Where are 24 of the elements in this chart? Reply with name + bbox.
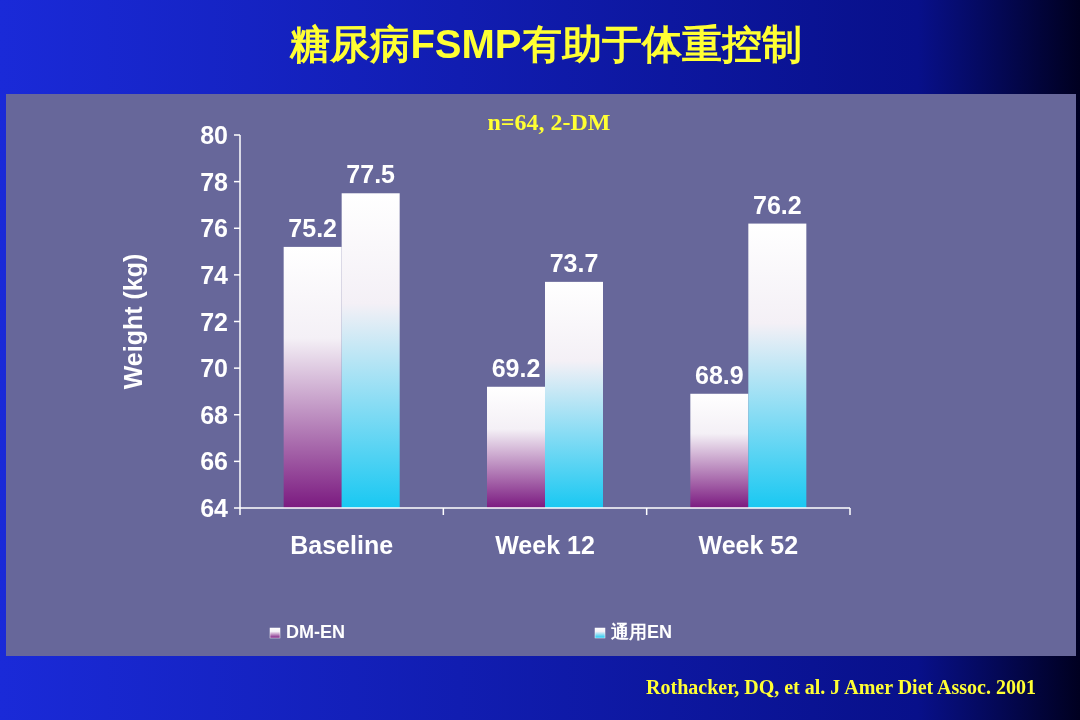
data-label: 75.2 bbox=[288, 213, 337, 242]
y-axis-title: Weight (kg) bbox=[119, 253, 147, 390]
y-tick-label: 72 bbox=[200, 307, 228, 336]
y-tick-label: 80 bbox=[200, 121, 228, 149]
legend-label: 通用EN bbox=[610, 622, 673, 642]
data-label: 68.9 bbox=[695, 360, 744, 389]
x-tick-label: Week 52 bbox=[698, 531, 799, 559]
data-label: 73.7 bbox=[549, 248, 599, 277]
data-label: 69.2 bbox=[491, 353, 541, 382]
y-tick-label: 74 bbox=[200, 260, 229, 289]
text: Rothacker, DQ, et al. J Amer Diet Assoc. 2001 bbox=[646, 676, 1036, 698]
data-label: 77.5 bbox=[346, 160, 396, 189]
legend-label: DM-EN bbox=[286, 622, 345, 642]
y-tick-label: 76 bbox=[200, 214, 228, 243]
y-tick-label: 64 bbox=[200, 494, 229, 522]
y-tick-label: 78 bbox=[200, 167, 229, 196]
y-tick-label: 70 bbox=[200, 354, 228, 383]
data-label: 76.2 bbox=[753, 190, 802, 219]
text: n=64, 2-DM bbox=[487, 109, 611, 135]
y-tick-label: 68 bbox=[200, 400, 229, 429]
chart-title: 糖尿病FSMP有助于体重控制 bbox=[289, 22, 802, 66]
x-tick-label: Baseline bbox=[290, 531, 394, 559]
y-tick-label: 66 bbox=[200, 447, 228, 476]
x-tick-label: Week 12 bbox=[495, 531, 595, 559]
